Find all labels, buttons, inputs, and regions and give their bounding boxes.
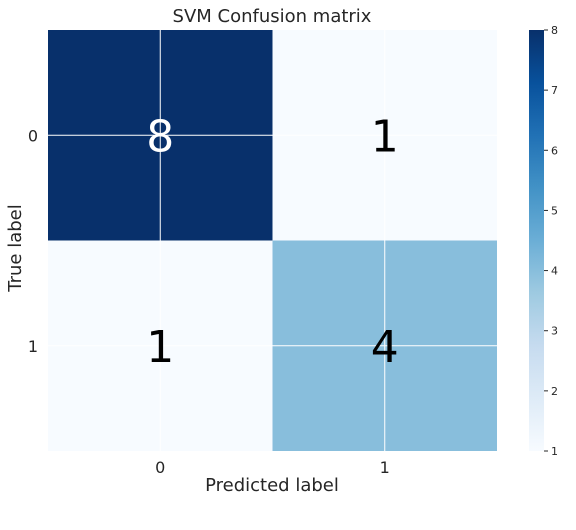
colorbar-tick-label-6: 7 [551,84,558,97]
y-tick-label-1: 1 [28,337,38,356]
colorbar-tick-label-2: 3 [551,325,558,338]
colorbar-tick-label-7: 8 [551,24,558,37]
cell-value-1-0: 1 [146,322,174,373]
x-tick-label-0: 0 [155,458,165,477]
cell-value-1-1: 4 [371,322,399,373]
colorbar [529,30,544,451]
colorbar-tick-label-5: 6 [551,144,558,157]
colorbar-tick-label-3: 4 [551,265,558,278]
y-tick-labels: 01 [28,126,38,356]
cell-value-0-0: 8 [146,111,174,162]
y-tick-label-0: 0 [28,126,38,145]
cell-value-0-1: 1 [371,111,399,162]
y-axis-label: True label [5,204,26,293]
colorbar-tick-labels: 1 2 3 4 5 6 7 8 [544,24,558,458]
gridlines [48,30,497,451]
x-tick-label-1: 1 [380,458,390,477]
colorbar-gradient [529,30,544,451]
colorbar-tick-label-4: 5 [551,204,558,217]
colorbar-tick-label-0: 1 [551,445,558,458]
chart-title: SVM Confusion matrix [173,6,372,27]
heatmap-cells [48,30,497,451]
cell-value-labels: 8 1 1 4 [146,111,399,373]
colorbar-tick-label-1: 2 [551,385,558,398]
x-axis-label: Predicted label [205,475,339,496]
